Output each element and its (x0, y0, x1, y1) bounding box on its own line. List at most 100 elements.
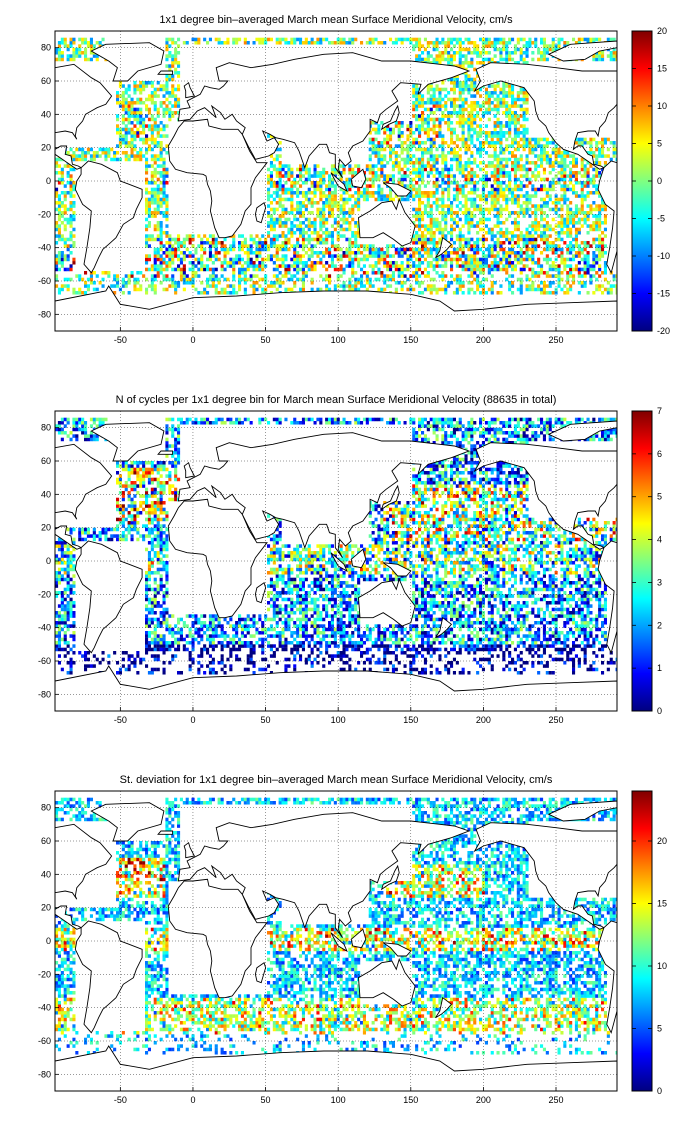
heatmap-cell (450, 174, 454, 178)
heatmap-cell (258, 244, 262, 248)
heatmap-cell (377, 247, 381, 252)
heatmap-cell (476, 147, 480, 152)
heatmap-cell (377, 257, 381, 262)
heatmap-cell (542, 184, 546, 188)
heatmap-cell (511, 121, 515, 125)
heatmap-cell (574, 231, 578, 235)
heatmap-cell (374, 264, 378, 268)
heatmap-cell (174, 237, 178, 242)
heatmap-cell (386, 134, 390, 138)
heatmap-cell (89, 274, 93, 278)
heatmap-cell (473, 224, 477, 228)
heatmap-cell (557, 201, 561, 205)
heatmap-cell (418, 224, 422, 228)
heatmap-cell (560, 177, 564, 182)
heatmap-cell (226, 264, 230, 268)
heatmap-cell (165, 91, 169, 95)
heatmap-cell (426, 84, 430, 88)
heatmap-cell (150, 147, 154, 152)
heatmap-cell (142, 154, 146, 158)
heatmap-cell (490, 101, 494, 105)
heatmap-cell (267, 254, 271, 258)
heatmap-cell (464, 74, 468, 78)
heatmap-cell (307, 191, 311, 195)
heatmap-cell (383, 264, 387, 268)
heatmap-cell (203, 241, 207, 245)
heatmap-cell (357, 197, 361, 202)
heatmap-cell (519, 174, 523, 178)
heatmap-cell (516, 61, 520, 65)
heatmap-cell (380, 154, 384, 158)
heatmap-cell (307, 254, 311, 258)
heatmap-cell (240, 267, 244, 272)
heatmap-cell (304, 181, 308, 185)
heatmap-cell (438, 87, 442, 92)
heatmap-cell (296, 227, 300, 232)
heatmap-cell (481, 131, 485, 135)
heatmap-cell (191, 237, 195, 242)
heatmap-cell (426, 121, 430, 125)
heatmap-cell (423, 167, 427, 172)
heatmap-cell (429, 204, 433, 208)
heatmap-cell (328, 197, 332, 202)
heatmap-cell (69, 187, 73, 192)
heatmap-cell (281, 184, 285, 188)
heatmap-cell (470, 204, 474, 208)
heatmap-cell (528, 207, 532, 212)
heatmap-cell (441, 217, 445, 222)
heatmap-cell (421, 157, 425, 162)
heatmap-cell (81, 41, 85, 45)
heatmap-cell (502, 41, 506, 45)
heatmap-cell (418, 94, 422, 98)
heatmap-cell (479, 147, 483, 152)
heatmap-cell (545, 214, 549, 218)
heatmap-cell (516, 224, 520, 228)
heatmap-cell (493, 241, 497, 245)
heatmap-cell (551, 47, 555, 52)
heatmap-cell (447, 281, 451, 285)
heatmap-cell (534, 244, 538, 248)
heatmap-cell (406, 157, 410, 162)
heatmap-cell (458, 107, 462, 112)
heatmap-cell (412, 237, 416, 242)
heatmap-cell (415, 247, 419, 252)
heatmap-cell (267, 191, 271, 195)
heatmap-cell (145, 177, 149, 182)
heatmap-cell (63, 164, 67, 168)
heatmap-cell (252, 281, 256, 285)
heatmap-cell (66, 244, 70, 248)
heatmap-cell (444, 274, 448, 278)
heatmap-cell (72, 257, 76, 262)
heatmap-cell (400, 247, 404, 252)
heatmap-cell (496, 117, 500, 122)
heatmap-cell (508, 254, 512, 258)
heatmap-cell (458, 167, 462, 172)
heatmap-cell (493, 187, 497, 192)
heatmap-cell (540, 147, 544, 152)
heatmap-cell (438, 274, 442, 278)
heatmap-cell (354, 254, 358, 258)
heatmap-cell (505, 234, 509, 238)
heatmap-cell (569, 207, 573, 212)
heatmap-cell (130, 107, 134, 112)
heatmap-cell (479, 221, 483, 225)
heatmap-cell (330, 204, 334, 208)
heatmap-cell (89, 57, 93, 62)
heatmap-cell (223, 267, 227, 272)
heatmap-cell (444, 161, 448, 165)
heatmap-cell (531, 174, 535, 178)
heatmap-cell (450, 121, 454, 125)
heatmap-cell (574, 211, 578, 215)
heatmap-cell (72, 151, 76, 155)
heatmap-cell (458, 274, 462, 278)
heatmap-cell (168, 277, 172, 282)
heatmap-cell (502, 267, 506, 272)
heatmap-cell (188, 237, 192, 242)
heatmap-cell (278, 284, 282, 288)
heatmap-cell (467, 274, 471, 278)
heatmap-cell (188, 277, 192, 282)
heatmap-cell (502, 37, 506, 42)
heatmap-cell (145, 277, 149, 282)
heatmap-cell (55, 51, 59, 55)
heatmap-cell (354, 284, 358, 288)
